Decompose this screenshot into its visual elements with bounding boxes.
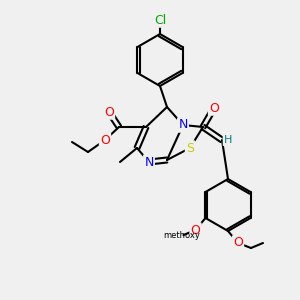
Text: O: O: [190, 224, 200, 236]
Text: O: O: [233, 236, 243, 250]
Text: N: N: [178, 118, 188, 131]
Text: O: O: [104, 106, 114, 118]
Text: H: H: [224, 135, 232, 145]
Text: S: S: [186, 142, 194, 154]
Text: methoxy: methoxy: [163, 230, 200, 239]
Text: O: O: [209, 101, 219, 115]
Text: O: O: [100, 134, 110, 146]
Text: N: N: [144, 155, 154, 169]
Text: Cl: Cl: [154, 14, 166, 26]
